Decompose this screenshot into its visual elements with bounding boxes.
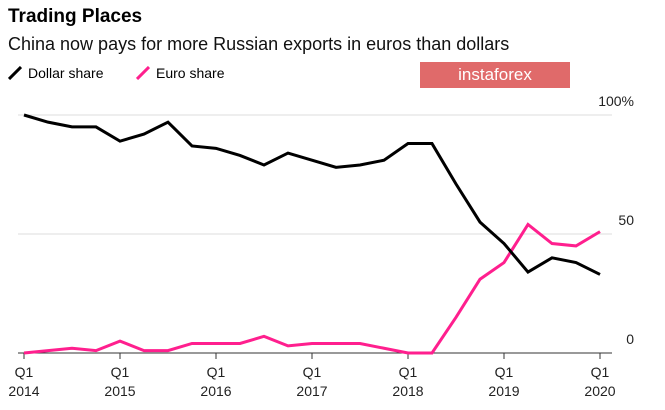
x-tick-label-quarter: Q1 [303,364,322,380]
y-tick-label: 100% [598,93,634,109]
x-tick-label-year: 2014 [8,383,39,399]
legend-dollar-label: Dollar share [28,65,104,81]
x-tick-label-quarter: Q1 [207,364,226,380]
legend-euro-swatch [136,66,150,80]
chart-subtitle: China now pays for more Russian exports … [8,34,510,54]
x-tick-label-year: 2018 [392,383,423,399]
x-tick-label-year: 2017 [296,383,327,399]
legend-euro-label: Euro share [156,65,225,81]
x-tick-label-quarter: Q1 [15,364,34,380]
legend-dollar-swatch [8,66,22,80]
y-tick-label: 0 [626,331,634,347]
watermark-logo: instaforex [420,62,570,88]
series-line-dollar-share [23,113,601,276]
x-tick-label-year: 2020 [584,383,615,399]
x-tick-label-quarter: Q1 [111,364,130,380]
legend-euro: Euro share [136,65,224,81]
x-tick-label-quarter: Q1 [591,364,610,380]
series-line-euro-share [23,222,601,355]
x-tick-label-quarter: Q1 [399,364,418,380]
x-tick-label-year: 2019 [488,383,519,399]
x-tick-label-year: 2016 [200,383,231,399]
x-tick-label-year: 2015 [104,383,135,399]
y-tick-label: 50 [618,212,634,228]
legend-dollar: Dollar share [8,65,103,81]
x-tick-label-quarter: Q1 [495,364,514,380]
chart-title: Trading Places [8,6,143,27]
